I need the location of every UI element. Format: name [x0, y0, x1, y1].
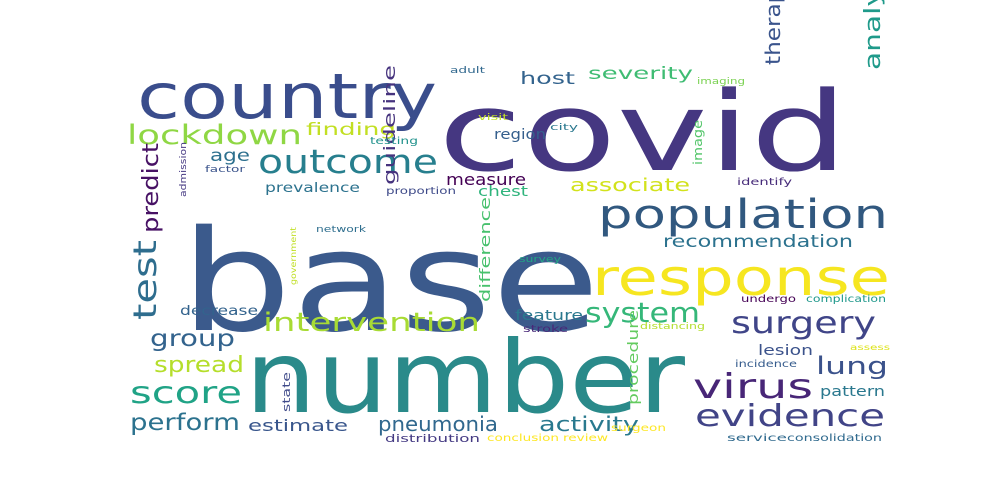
word-population: population: [598, 192, 888, 238]
word-intervention: intervention: [263, 308, 480, 338]
word-spread: spread: [154, 353, 244, 378]
word-government: government: [289, 227, 298, 285]
word-chest: chest: [478, 184, 529, 200]
word-feature: feature: [515, 308, 583, 324]
word-country: country: [137, 60, 437, 133]
word-surgery: surgery: [731, 306, 876, 341]
word-testing: testing: [370, 136, 418, 147]
word-stroke: stroke: [523, 324, 568, 335]
word-decrease: decrease: [180, 304, 258, 319]
word-severity: severity: [588, 64, 693, 84]
word-covid: covid: [438, 68, 848, 196]
word-procedure: procedure: [626, 310, 642, 405]
word-activity: activity: [539, 412, 639, 436]
word-admission: admission: [179, 142, 189, 197]
word-complication: complication: [806, 294, 886, 305]
word-visit: visit: [478, 113, 509, 123]
word-therapy: therapy: [761, 0, 785, 65]
word-incidence: incidence: [735, 359, 797, 370]
word-perform: perform: [130, 410, 240, 436]
word-system: system: [585, 296, 700, 329]
word-surgeon: surgeon: [611, 423, 666, 434]
word-prevalence: prevalence: [265, 181, 360, 196]
word-image: image: [691, 120, 705, 165]
word-pneumonia: pneumonia: [378, 412, 498, 436]
word-survey: survey: [519, 255, 562, 265]
word-distancing: distancing: [640, 322, 705, 332]
word-recommendation: recommendation: [663, 232, 853, 252]
word-lesion: lesion: [758, 343, 813, 359]
word-evidence: evidence: [695, 399, 885, 434]
word-adult: adult: [450, 66, 486, 76]
word-guideline: guideline: [380, 65, 399, 185]
word-difference: difference: [478, 197, 494, 302]
word-test: test: [126, 240, 164, 320]
word-factor: factor: [205, 165, 245, 175]
word-base: base: [180, 201, 600, 364]
word-lung: lung: [816, 352, 888, 380]
word-estimate: estimate: [248, 416, 348, 435]
word-review: review: [563, 433, 608, 444]
word-city: city: [550, 123, 579, 133]
word-group: group: [150, 326, 235, 352]
word-virus: virus: [693, 367, 813, 407]
word-network: network: [316, 225, 367, 235]
word-response: response: [592, 249, 890, 307]
word-outcome: outcome: [258, 142, 438, 181]
word-host: host: [520, 69, 575, 89]
word-imaging: imaging: [697, 77, 745, 87]
word-distribution: distribution: [385, 432, 480, 445]
word-age: age: [210, 146, 250, 166]
word-service: service: [727, 433, 787, 444]
word-analysis: analysis: [861, 0, 886, 70]
word-measure: measure: [446, 170, 526, 189]
word-predict: predict: [139, 143, 164, 233]
word-conclusion: conclusion: [487, 433, 559, 444]
word-lockdown: lockdown: [127, 120, 302, 151]
word-pattern: pattern: [820, 384, 885, 400]
word-score: score: [130, 376, 242, 411]
word-identify: identify: [737, 177, 792, 188]
word-region: region: [494, 127, 546, 143]
word-associate: associate: [570, 175, 690, 196]
word-finding: finding: [306, 120, 396, 140]
word-assess: assess: [850, 343, 890, 352]
word-state: state: [280, 372, 293, 412]
word-number: number: [245, 319, 686, 436]
word-undergo: undergo: [741, 294, 796, 305]
word-consolidation: consolidation: [787, 433, 882, 444]
word-proportion: proportion: [386, 186, 456, 197]
